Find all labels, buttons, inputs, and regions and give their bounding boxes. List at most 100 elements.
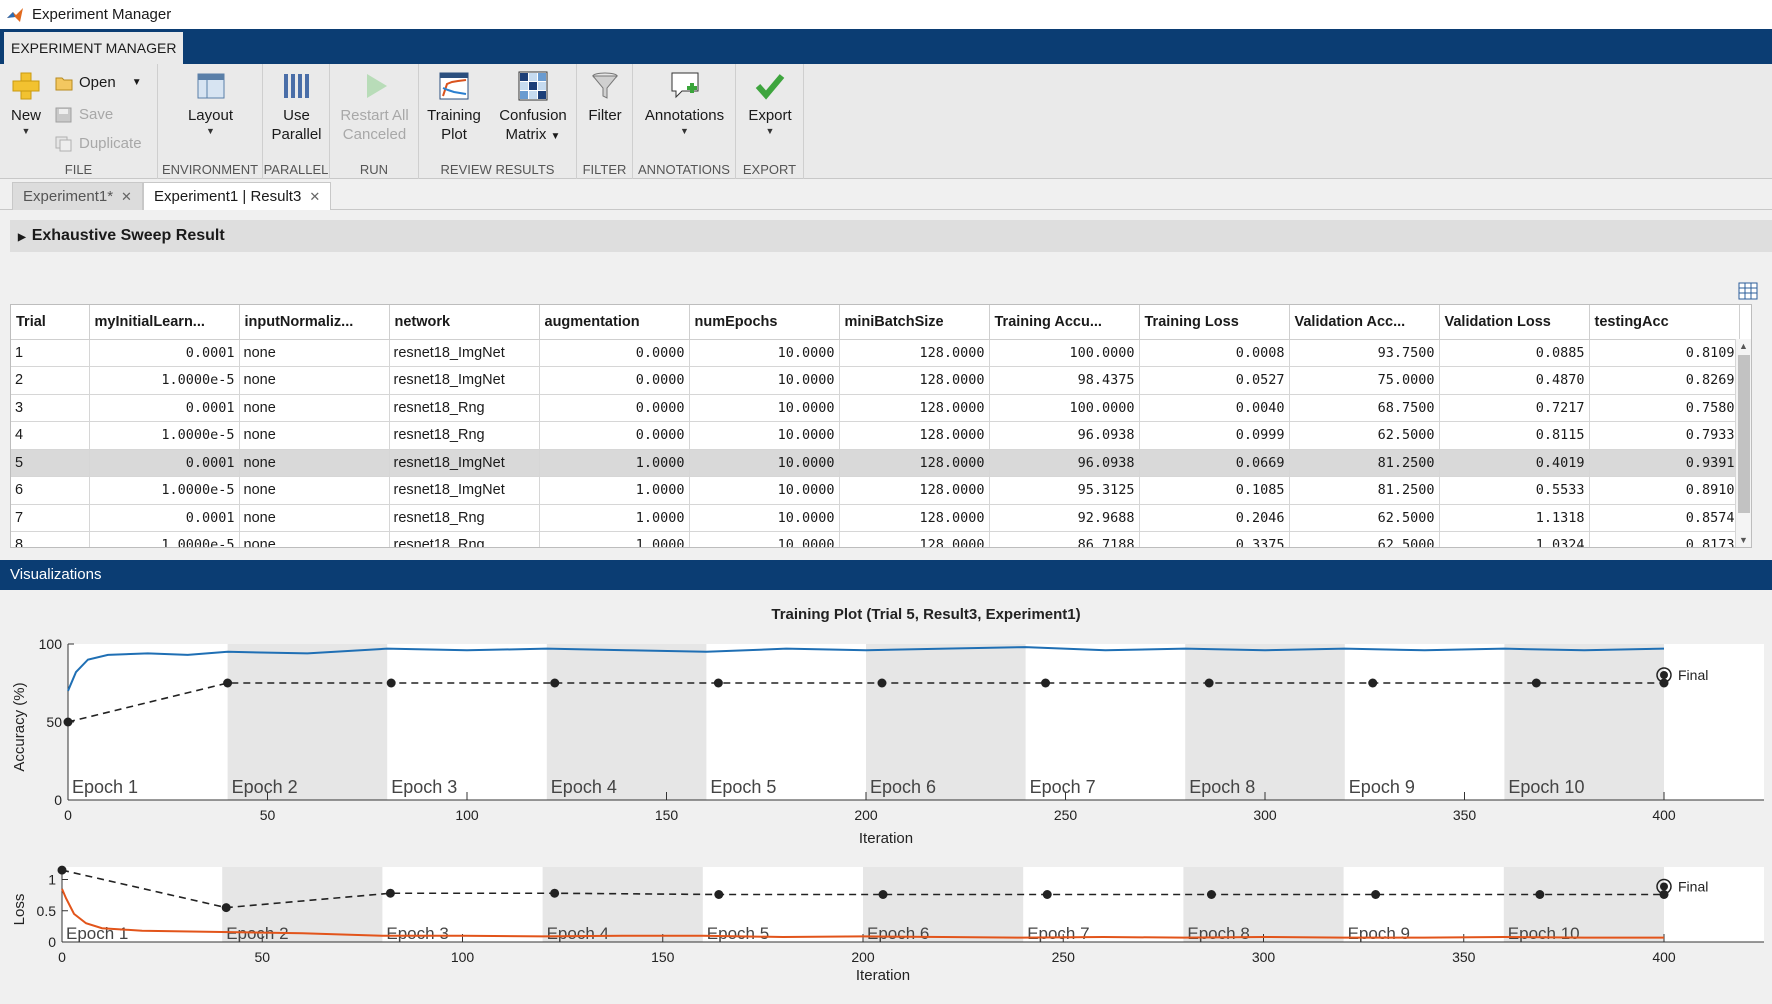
table-cell[interactable]: 10.0000 xyxy=(689,394,840,422)
column-header[interactable]: miniBatchSize xyxy=(839,305,990,340)
table-cell[interactable]: resnet18_Rng xyxy=(389,421,540,450)
table-cell[interactable]: 100.0000 xyxy=(989,394,1140,422)
use-parallel-button[interactable]: Use Parallel xyxy=(268,70,325,144)
table-cell[interactable]: 81.2500 xyxy=(1289,476,1440,505)
tab-experiment-manager[interactable]: EXPERIMENT MANAGER xyxy=(4,32,184,64)
table-cell[interactable]: 0.8910 xyxy=(1589,476,1740,505)
table-cell[interactable]: 6 xyxy=(11,476,90,505)
table-cell[interactable]: 0.0669 xyxy=(1139,449,1290,477)
table-row[interactable]: 8 1.0000e-5 none resnet18_Rng 1.0000 10.0000 1… xyxy=(11,531,1740,547)
column-header[interactable]: Training Accu... xyxy=(989,305,1140,340)
table-cell[interactable]: 0.0000 xyxy=(539,366,690,395)
table-cell[interactable]: 128.0000 xyxy=(839,421,990,450)
table-row[interactable]: 7 0.0001 none resnet18_Rng 1.0000 10.0000 128.… xyxy=(11,504,1740,532)
table-cell[interactable]: 0.2046 xyxy=(1139,504,1290,532)
table-cell[interactable]: 4 xyxy=(11,421,90,450)
table-row[interactable]: 5 0.0001 none resnet18_ImgNet 1.0000 10.0000 1… xyxy=(11,449,1740,477)
table-cell[interactable]: 96.0938 xyxy=(989,421,1140,450)
table-cell[interactable]: 0.0527 xyxy=(1139,366,1290,395)
table-cell[interactable]: 0.9391 xyxy=(1589,449,1740,477)
table-cell[interactable]: 0.4019 xyxy=(1439,449,1590,477)
table-cell[interactable]: resnet18_Rng xyxy=(389,394,540,422)
table-cell[interactable]: resnet18_Rng xyxy=(389,504,540,532)
table-cell[interactable]: 1.0000 xyxy=(539,531,690,547)
save-button[interactable]: Save xyxy=(55,106,113,123)
table-cell[interactable]: resnet18_ImgNet xyxy=(389,476,540,505)
table-cell[interactable]: 68.7500 xyxy=(1289,394,1440,422)
table-cell[interactable]: 0.7933 xyxy=(1589,421,1740,450)
export-button[interactable]: Export ▼ xyxy=(742,70,798,137)
table-cell[interactable]: 1.0000e-5 xyxy=(89,366,240,395)
table-cell[interactable]: 0.5533 xyxy=(1439,476,1590,505)
table-cell[interactable]: 0.0000 xyxy=(539,421,690,450)
table-cell[interactable]: 0.0001 xyxy=(89,504,240,532)
column-header[interactable]: testingAcc xyxy=(1589,305,1740,340)
table-cell[interactable]: 1.0000e-5 xyxy=(89,476,240,505)
table-cell[interactable]: none xyxy=(239,504,390,532)
table-cell[interactable]: 1.0000 xyxy=(539,449,690,477)
table-cell[interactable]: 86.7188 xyxy=(989,531,1140,547)
column-header[interactable]: Validation Acc... xyxy=(1289,305,1440,340)
column-header[interactable]: Validation Loss xyxy=(1439,305,1590,340)
table-cell[interactable]: 10.0000 xyxy=(689,366,840,395)
table-cell[interactable]: none xyxy=(239,476,390,505)
table-cell[interactable]: 0.0000 xyxy=(539,339,690,367)
table-cell[interactable]: 128.0000 xyxy=(839,531,990,547)
table-cell[interactable]: 0.8574 xyxy=(1589,504,1740,532)
table-cell[interactable]: 128.0000 xyxy=(839,394,990,422)
table-cell[interactable]: 128.0000 xyxy=(839,339,990,367)
open-button[interactable]: Open ▼ xyxy=(55,74,142,91)
table-cell[interactable]: 1.0000e-5 xyxy=(89,421,240,450)
table-cell[interactable]: 62.5000 xyxy=(1289,504,1440,532)
table-cell[interactable]: 0.8173 xyxy=(1589,531,1740,547)
sweep-result-header[interactable]: ▶ Exhaustive Sweep Result xyxy=(10,220,1772,252)
table-cell[interactable]: 98.4375 xyxy=(989,366,1140,395)
table-cell[interactable]: 2 xyxy=(11,366,90,395)
table-cell[interactable]: 10.0000 xyxy=(689,339,840,367)
table-cell[interactable]: 100.0000 xyxy=(989,339,1140,367)
table-cell[interactable]: 8 xyxy=(11,531,90,547)
scroll-up-icon[interactable]: ▲ xyxy=(1739,341,1748,351)
table-cell[interactable]: 5 xyxy=(11,449,90,477)
scrollbar-thumb[interactable] xyxy=(1738,355,1750,513)
table-cell[interactable]: 0.7217 xyxy=(1439,394,1590,422)
table-row[interactable]: 4 1.0000e-5 none resnet18_Rng 0.0000 10.0000 1… xyxy=(11,421,1740,450)
table-cell[interactable]: 128.0000 xyxy=(839,476,990,505)
close-icon[interactable]: ✕ xyxy=(309,189,321,204)
filter-button[interactable]: Filter xyxy=(581,70,629,125)
table-cell[interactable]: 0.0999 xyxy=(1139,421,1290,450)
table-cell[interactable]: 0.3375 xyxy=(1139,531,1290,547)
table-cell[interactable]: 0.0000 xyxy=(539,394,690,422)
table-row[interactable]: 1 0.0001 none resnet18_ImgNet 0.0000 10.0000 1… xyxy=(11,339,1740,367)
table-row[interactable]: 2 1.0000e-5 none resnet18_ImgNet 0.0000 10.00… xyxy=(11,366,1740,395)
table-cell[interactable]: 62.5000 xyxy=(1289,531,1440,547)
annotations-button[interactable]: Annotations ▼ xyxy=(637,70,732,137)
table-cell[interactable]: 128.0000 xyxy=(839,449,990,477)
training-plot-button[interactable]: Training Plot xyxy=(425,70,483,144)
table-cell[interactable]: 3 xyxy=(11,394,90,422)
table-cell[interactable]: 10.0000 xyxy=(689,531,840,547)
column-header[interactable]: myInitialLearn... xyxy=(89,305,240,340)
table-cell[interactable]: 92.9688 xyxy=(989,504,1140,532)
table-row[interactable]: 6 1.0000e-5 none resnet18_ImgNet 1.0000 10.00… xyxy=(11,476,1740,505)
column-header[interactable]: Trial xyxy=(11,305,90,340)
table-cell[interactable]: none xyxy=(239,421,390,450)
column-header[interactable]: inputNormaliz... xyxy=(239,305,390,340)
table-cell[interactable]: none xyxy=(239,366,390,395)
table-cell[interactable]: 0.0001 xyxy=(89,449,240,477)
table-cell[interactable]: none xyxy=(239,531,390,547)
table-cell[interactable]: 81.2500 xyxy=(1289,449,1440,477)
table-cell[interactable]: 10.0000 xyxy=(689,421,840,450)
close-icon[interactable]: ✕ xyxy=(121,189,132,204)
column-header[interactable]: numEpochs xyxy=(689,305,840,340)
table-cell[interactable]: 10.0000 xyxy=(689,476,840,505)
tab-experiment1-result3[interactable]: Experiment1 | Result3 ✕ xyxy=(143,182,332,210)
table-cell[interactable]: 10.0000 xyxy=(689,504,840,532)
table-cell[interactable]: 1.0324 xyxy=(1439,531,1590,547)
table-cell[interactable]: 75.0000 xyxy=(1289,366,1440,395)
tab-experiment1[interactable]: Experiment1* ✕ xyxy=(12,182,143,210)
table-cell[interactable]: 0.0008 xyxy=(1139,339,1290,367)
table-cell[interactable]: 128.0000 xyxy=(839,504,990,532)
table-cell[interactable]: 0.8269 xyxy=(1589,366,1740,395)
table-cell[interactable]: none xyxy=(239,449,390,477)
